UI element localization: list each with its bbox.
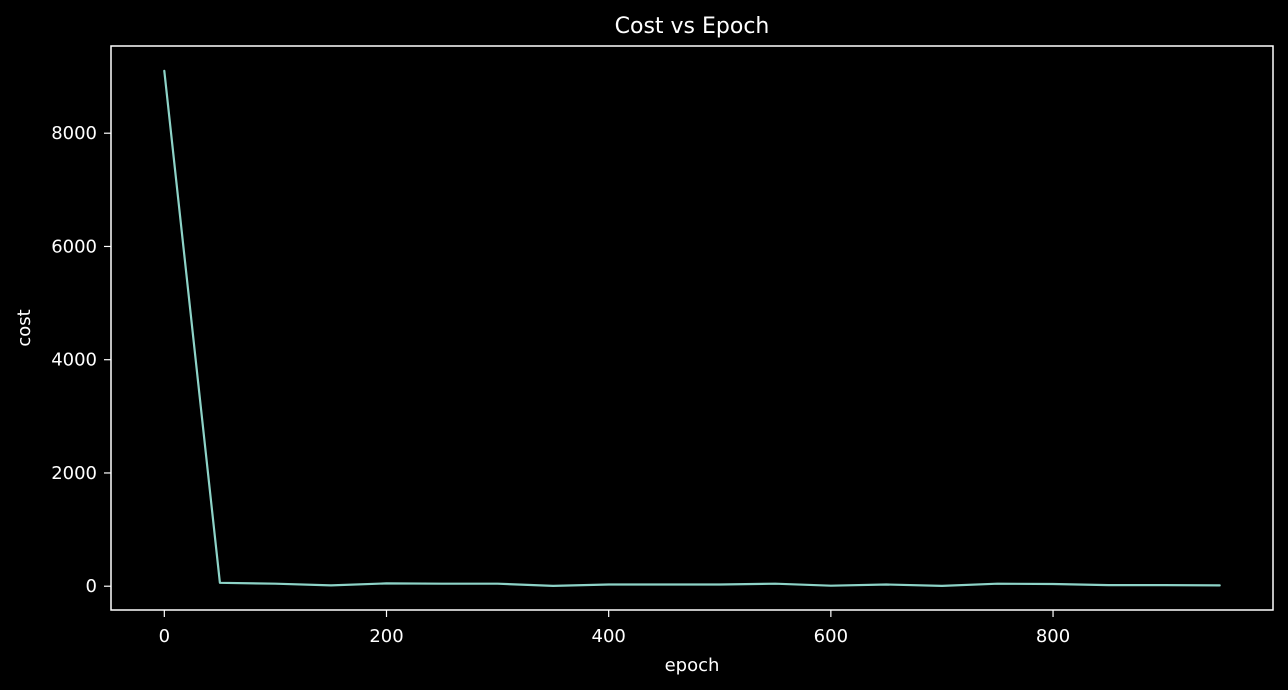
y-tick-label: 4000 (51, 350, 97, 371)
y-axis-label: cost (14, 309, 35, 346)
y-tick-label: 6000 (51, 236, 97, 257)
y-axis: 0 2000 4000 6000 8000 (51, 123, 111, 597)
x-tick-label: 600 (814, 626, 848, 647)
plot-area (163, 69, 1221, 588)
x-tick-label: 200 (369, 626, 403, 647)
x-axis-label: epoch (665, 655, 720, 676)
y-tick-label: 0 (86, 576, 97, 597)
x-tick-label: 0 (159, 626, 170, 647)
x-tick-label: 800 (1036, 626, 1070, 647)
y-tick-label: 8000 (51, 123, 97, 144)
x-axis: 0 200 400 600 800 (159, 610, 1070, 647)
axes-frame (110, 45, 1274, 611)
series-line (163, 69, 1221, 588)
y-tick-label: 2000 (51, 463, 97, 484)
x-tick-label: 400 (592, 626, 626, 647)
chart-title: Cost vs Epoch (615, 14, 770, 39)
